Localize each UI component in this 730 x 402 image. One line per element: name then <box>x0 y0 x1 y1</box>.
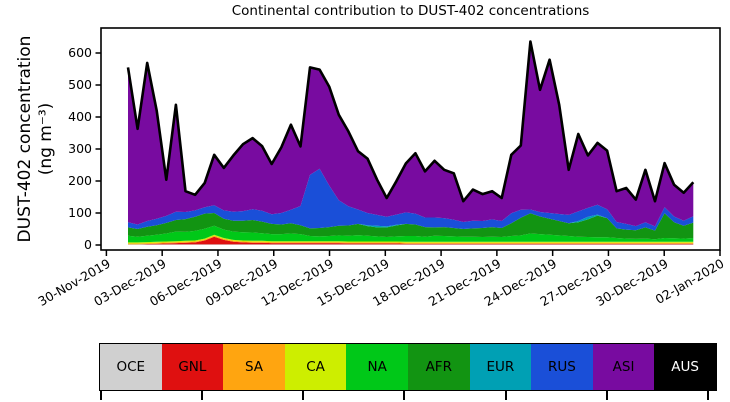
legend-tick <box>606 391 608 400</box>
legend-item-label: SA <box>244 359 264 375</box>
legend-tick <box>403 391 405 400</box>
y-tick-label: 400 <box>68 109 92 124</box>
stacked-area-rus <box>128 168 694 231</box>
legend-item-eur: EUR <box>469 344 532 390</box>
legend-item-label: GNL <box>178 359 207 375</box>
legend-item-gnl: GNL <box>161 344 224 390</box>
legend-item-label: CA <box>306 359 325 375</box>
legend-item-label: AFR <box>425 359 452 375</box>
legend-item-oce: OCE <box>100 344 162 390</box>
stacked-area-gnl <box>128 236 694 245</box>
legend-bar: OCE GNL SA CA NA AFR EUR RUS ASI AUS <box>99 343 717 391</box>
legend-tick <box>100 391 102 400</box>
legend-item-sa: SA <box>223 344 285 390</box>
y-tick-label: 600 <box>68 45 92 60</box>
stacked-area-ca <box>128 234 694 244</box>
legend-item-rus: RUS <box>531 344 593 390</box>
axes-box <box>100 27 721 251</box>
y-tick-label: 500 <box>68 77 92 92</box>
stacked-area-sa <box>128 235 694 245</box>
legend-item-label: OCE <box>116 359 146 375</box>
stacked-area-afr <box>128 213 694 240</box>
legend-item-ca: CA <box>284 344 347 390</box>
y-tick-label: 200 <box>68 173 92 188</box>
plot-area: 010020030040050060030-Nov-201903-Dec-201… <box>35 27 727 309</box>
legend-item-label: NA <box>367 359 387 375</box>
stacked-area-asi <box>128 41 694 227</box>
chart-title: Continental contribution to DUST-402 con… <box>231 3 590 19</box>
legend-item-label: RUS <box>548 359 576 375</box>
legend-tick <box>201 391 203 400</box>
stacked-area-oce <box>128 244 694 245</box>
legend-item-aus: AUS <box>654 344 716 390</box>
legend-item-label: AUS <box>671 359 699 375</box>
y-tick-label: 0 <box>84 237 92 252</box>
stacked-area-na <box>128 225 694 243</box>
y-tick-label: 100 <box>68 205 92 220</box>
legend-item-label: EUR <box>486 359 515 375</box>
y-tick-label: 300 <box>68 141 92 156</box>
legend-item-afr: AFR <box>407 344 470 390</box>
legend-tick <box>302 391 304 400</box>
legend-item-na: NA <box>346 344 408 390</box>
legend-tick <box>505 391 507 400</box>
legend-item-label: ASI <box>612 359 635 375</box>
legend-item-asi: ASI <box>592 344 655 390</box>
legend-tick <box>707 391 709 400</box>
total-line <box>126 40 695 203</box>
